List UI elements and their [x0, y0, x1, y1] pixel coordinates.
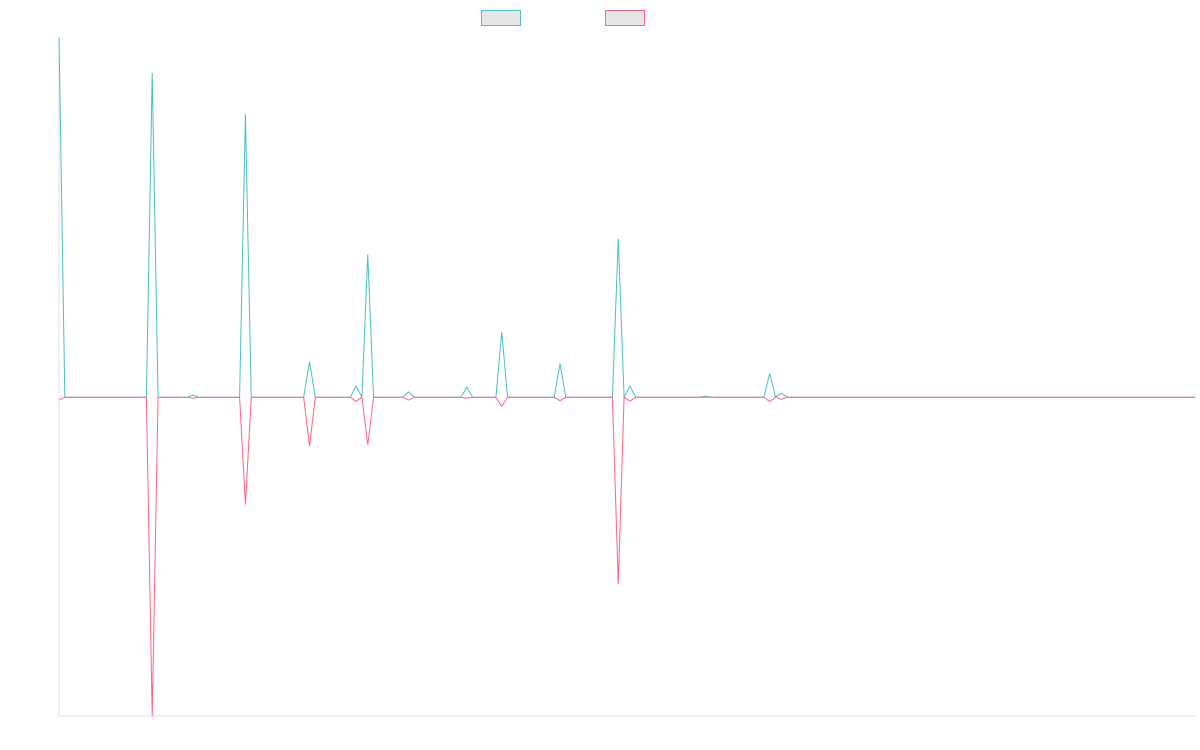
legend — [481, 10, 645, 26]
series-line-2 — [58, 396, 1195, 717]
legend-swatch-1[interactable] — [481, 10, 521, 26]
axes — [58, 37, 1195, 717]
series-layer — [58, 36, 1195, 717]
legend-swatch-2[interactable] — [605, 10, 645, 26]
series-line-1 — [58, 36, 1195, 400]
